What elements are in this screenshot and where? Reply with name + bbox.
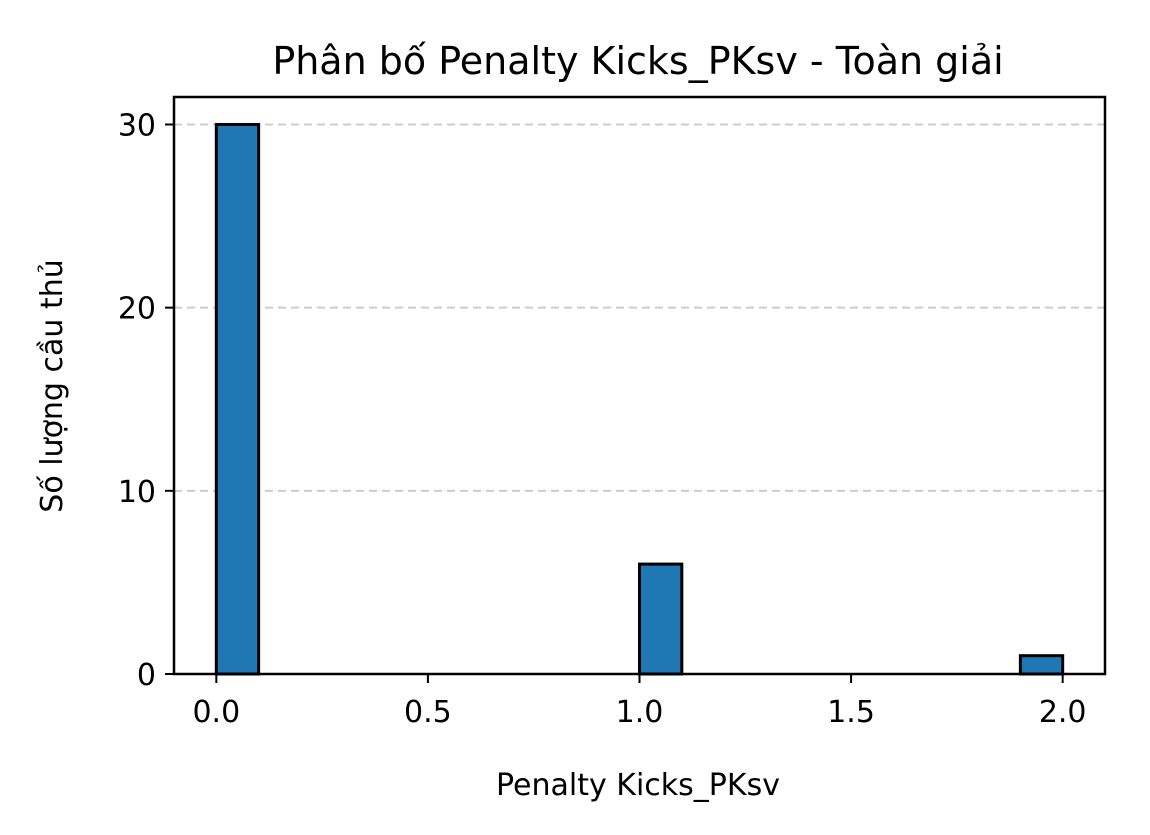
x-tick-label: 1.0	[616, 695, 664, 730]
y-tick-label: 10	[118, 475, 156, 510]
y-axis-label: Số lượng cầu thủ	[35, 259, 70, 512]
plot-area-frame	[172, 95, 1107, 676]
y-tick-label: 20	[118, 292, 156, 327]
x-tick-label: 0.5	[404, 695, 452, 730]
histogram-bar	[1018, 654, 1065, 676]
histogram-bar	[214, 122, 261, 676]
x-axis-label: Penalty Kicks_PKsv	[496, 768, 780, 803]
x-tick-label: 0.0	[192, 695, 240, 730]
y-tick-label: 30	[118, 108, 156, 143]
histogram-bar	[638, 562, 684, 676]
chart-title: Phân bố Penalty Kicks_PKsv - Toàn giải	[272, 39, 1003, 83]
x-tick-label: 1.5	[827, 695, 875, 730]
histogram-bars	[214, 122, 1065, 676]
x-axis-ticks: 0.0 0.5 1.0 1.5 2.0	[192, 674, 1087, 730]
x-tick-label: 2.0	[1039, 695, 1087, 730]
y-axis-ticks: 0 10 20 30	[118, 108, 174, 693]
y-tick-label: 0	[137, 658, 156, 693]
